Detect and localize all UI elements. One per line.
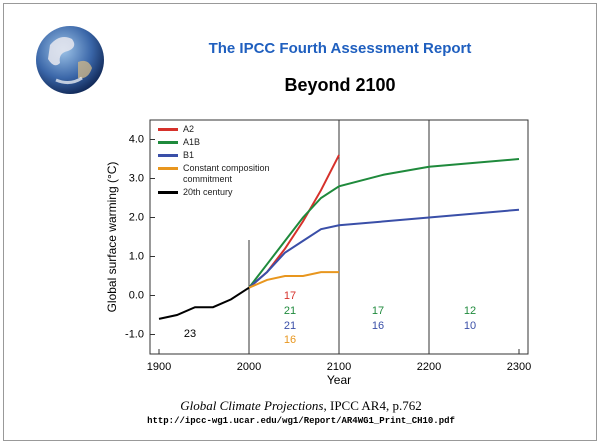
series-line bbox=[249, 159, 519, 288]
legend-swatch bbox=[158, 141, 178, 144]
annotation: 16 bbox=[284, 334, 296, 346]
legend-swatch bbox=[158, 154, 178, 157]
annotation: 17 bbox=[284, 290, 296, 302]
legend-label: A2 bbox=[183, 124, 278, 135]
x-axis-label: Year bbox=[327, 373, 351, 387]
legend-label: Constant composition commitment bbox=[183, 163, 278, 185]
y-tick-label: 0.0 bbox=[129, 289, 144, 301]
x-tick-label: 2300 bbox=[507, 361, 531, 373]
annotation: 16 bbox=[372, 320, 384, 332]
legend-swatch bbox=[158, 128, 178, 131]
caption-title: Global Climate Projections bbox=[180, 398, 323, 413]
y-tick-label: 3.0 bbox=[129, 172, 144, 184]
legend-entry: B1 bbox=[158, 150, 278, 161]
annotation: 17 bbox=[372, 305, 384, 317]
legend-entry: A2 bbox=[158, 124, 278, 135]
legend-label: 20th century bbox=[183, 187, 278, 198]
y-tick-label: 2.0 bbox=[129, 211, 144, 223]
annotation: 23 bbox=[184, 328, 196, 340]
y-tick-label: 4.0 bbox=[129, 133, 144, 145]
legend-entry: 20th century bbox=[158, 187, 278, 198]
legend: A2 A1B B1 Constant composition commitment 20… bbox=[158, 124, 278, 200]
chart: The IPCC Fourth Assessment Report Beyond… bbox=[0, 0, 602, 446]
slide-subtitle: Beyond 2100 bbox=[284, 75, 395, 95]
x-tick-label: 2000 bbox=[237, 361, 261, 373]
globe-icon bbox=[36, 26, 104, 94]
x-tick-label: 1900 bbox=[147, 361, 171, 373]
legend-entry: A1B bbox=[158, 137, 278, 148]
legend-entry: Constant composition commitment bbox=[158, 163, 278, 185]
series-line bbox=[159, 288, 249, 319]
legend-label: A1B bbox=[183, 137, 278, 148]
x-tick-label: 2100 bbox=[327, 361, 351, 373]
y-tick-label: 1.0 bbox=[129, 250, 144, 262]
legend-swatch bbox=[158, 191, 178, 194]
legend-swatch bbox=[158, 167, 178, 170]
y-tick-label: -1.0 bbox=[125, 328, 144, 340]
annotation: 21 bbox=[284, 305, 296, 317]
caption: Global Climate Projections, IPCC AR4, p.… bbox=[0, 398, 602, 414]
annotation: 12 bbox=[464, 305, 476, 317]
series-line bbox=[249, 272, 339, 288]
source-url: http://ipcc-wg1.ucar.edu/wg1/Report/AR4W… bbox=[0, 416, 602, 426]
slide: The IPCC Fourth Assessment Report Beyond… bbox=[0, 0, 602, 446]
annotation: 21 bbox=[284, 320, 296, 332]
legend-label: B1 bbox=[183, 150, 278, 161]
annotation: 10 bbox=[464, 320, 476, 332]
y-axis-label: Global surface warming (°C) bbox=[105, 162, 119, 313]
x-tick-label: 2200 bbox=[417, 361, 441, 373]
caption-rest: , IPCC AR4, p.762 bbox=[323, 398, 421, 413]
slide-title: The IPCC Fourth Assessment Report bbox=[209, 40, 472, 57]
